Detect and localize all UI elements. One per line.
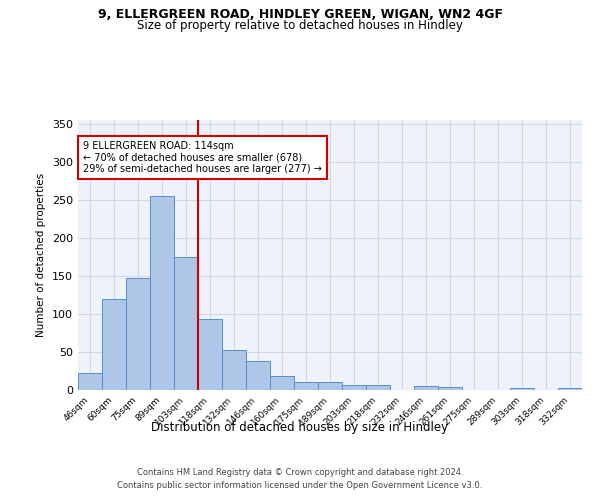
Bar: [246, 361, 270, 390]
Text: Size of property relative to detached houses in Hindley: Size of property relative to detached ho…: [137, 19, 463, 32]
Bar: [126, 278, 150, 390]
Text: Contains public sector information licensed under the Open Government Licence v3: Contains public sector information licen…: [118, 480, 482, 490]
Bar: [510, 388, 534, 390]
Bar: [150, 196, 174, 390]
Bar: [102, 298, 126, 390]
Text: Contains HM Land Registry data © Crown copyright and database right 2024.: Contains HM Land Registry data © Crown c…: [137, 468, 463, 477]
Text: Distribution of detached houses by size in Hindley: Distribution of detached houses by size …: [151, 421, 449, 434]
Bar: [342, 384, 366, 390]
Bar: [438, 387, 462, 390]
Bar: [78, 374, 102, 390]
Bar: [294, 382, 318, 390]
Y-axis label: Number of detached properties: Number of detached properties: [37, 173, 46, 337]
Bar: [366, 386, 390, 390]
Text: 9 ELLERGREEN ROAD: 114sqm
← 70% of detached houses are smaller (678)
29% of semi: 9 ELLERGREEN ROAD: 114sqm ← 70% of detac…: [83, 142, 322, 174]
Text: 9, ELLERGREEN ROAD, HINDLEY GREEN, WIGAN, WN2 4GF: 9, ELLERGREEN ROAD, HINDLEY GREEN, WIGAN…: [97, 8, 503, 20]
Bar: [270, 376, 294, 390]
Bar: [558, 388, 582, 390]
Bar: [318, 382, 342, 390]
Bar: [414, 386, 438, 390]
Bar: [174, 257, 198, 390]
Bar: [222, 350, 246, 390]
Bar: [198, 320, 222, 390]
